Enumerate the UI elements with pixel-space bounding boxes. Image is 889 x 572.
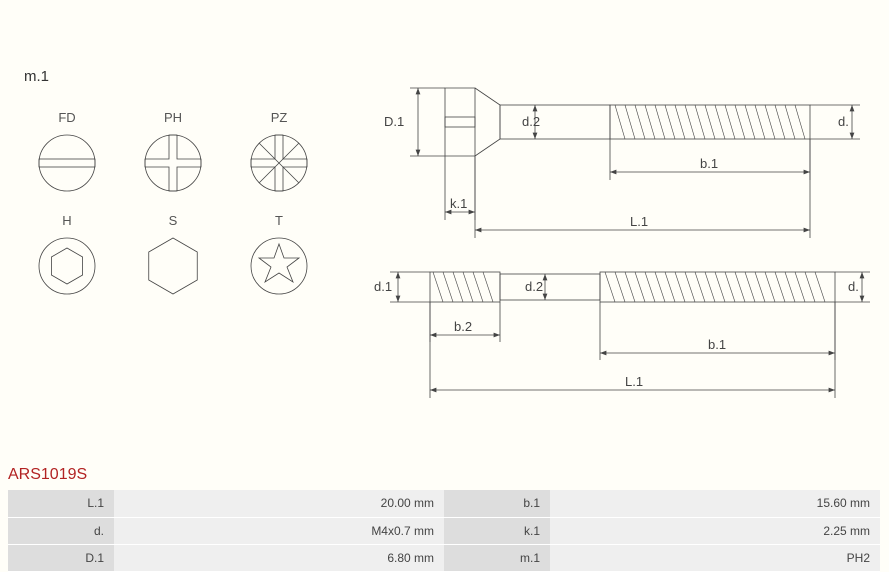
pozidriv-icon xyxy=(249,133,309,193)
spec-key: L.1 xyxy=(8,490,114,517)
spec-key: D.1 xyxy=(8,544,114,571)
dim-d1-bot: d.1 xyxy=(374,279,392,294)
drive-row-2: H S T xyxy=(30,213,340,296)
torx-icon xyxy=(249,236,309,296)
slotted-icon xyxy=(37,133,97,193)
dim-D1: D.1 xyxy=(384,114,404,129)
drive-pozidriv: PZ xyxy=(242,110,316,193)
technical-drawing: D.1 d.2 d. b.1 k.1 L.1 xyxy=(370,60,880,420)
dim-b1-bot: b.1 xyxy=(708,337,726,352)
drive-label: T xyxy=(275,213,283,228)
drive-type-grid: FD PH PZ H xyxy=(30,110,340,316)
dim-d2-top: d.2 xyxy=(522,114,540,129)
spec-key: d. xyxy=(8,517,114,544)
dim-d2-bot: d.2 xyxy=(525,279,543,294)
dim-L1-bot: L.1 xyxy=(625,374,643,389)
hexagon-icon xyxy=(143,236,203,296)
drive-label: PH xyxy=(164,110,182,125)
screw-diagram: D.1 d.2 d. b.1 k.1 L.1 xyxy=(370,60,880,420)
dim-b2: b.2 xyxy=(454,319,472,334)
dim-L1-top: L.1 xyxy=(630,214,648,229)
table-row: D.1 6.80 mm m.1 PH2 xyxy=(8,544,880,571)
spec-val: M4x0.7 mm xyxy=(114,517,444,544)
drive-row-1: FD PH PZ xyxy=(30,110,340,193)
m1-label: m.1 xyxy=(24,68,49,85)
drive-label: S xyxy=(169,213,178,228)
spec-val: 2.25 mm xyxy=(550,517,880,544)
hex-socket-icon xyxy=(37,236,97,296)
drive-label: PZ xyxy=(271,110,288,125)
part-code: ARS1019S xyxy=(8,466,87,484)
table-row: L.1 20.00 mm b.1 15.60 mm xyxy=(8,490,880,517)
drive-hexagon: S xyxy=(136,213,210,296)
spec-key: m.1 xyxy=(444,544,550,571)
spec-val: 6.80 mm xyxy=(114,544,444,571)
phillips-icon xyxy=(143,133,203,193)
dim-b1-top: b.1 xyxy=(700,156,718,171)
drive-label: H xyxy=(62,213,71,228)
dim-d-top: d. xyxy=(838,114,849,129)
dim-d-bot: d. xyxy=(848,279,859,294)
drive-label: FD xyxy=(58,110,75,125)
spec-key: k.1 xyxy=(444,517,550,544)
drive-hex-socket: H xyxy=(30,213,104,296)
drive-slotted: FD xyxy=(30,110,104,193)
spec-table: L.1 20.00 mm b.1 15.60 mm d. M4x0.7 mm k… xyxy=(8,490,880,572)
dim-k1: k.1 xyxy=(450,196,467,211)
drive-phillips: PH xyxy=(136,110,210,193)
spec-val: PH2 xyxy=(550,544,880,571)
table-row: d. M4x0.7 mm k.1 2.25 mm xyxy=(8,517,880,544)
drive-torx: T xyxy=(242,213,316,296)
spec-val: 20.00 mm xyxy=(114,490,444,517)
spec-key: b.1 xyxy=(444,490,550,517)
spec-val: 15.60 mm xyxy=(550,490,880,517)
